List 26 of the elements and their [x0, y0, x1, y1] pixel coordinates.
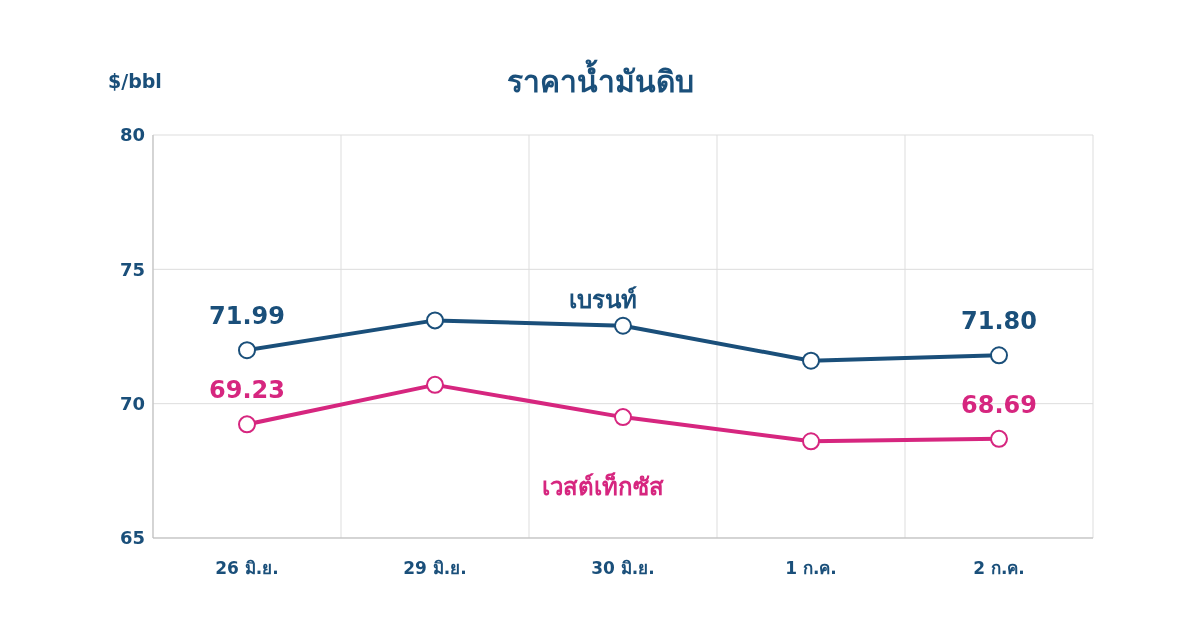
- y-tick-label: 70: [119, 393, 145, 415]
- point: [614, 316, 632, 335]
- x-tick-label: 2 ก.ค.: [973, 558, 1025, 579]
- y-axis-title: $/bbl: [108, 70, 162, 92]
- point: [990, 429, 1008, 448]
- point: [238, 341, 256, 360]
- y-tick-label: 80: [119, 124, 145, 146]
- data-label: 68.69: [961, 390, 1037, 419]
- x-tick-label: 26 มิ.ย.: [215, 558, 279, 579]
- point: [426, 311, 444, 330]
- point: [426, 375, 444, 394]
- point: [990, 346, 1008, 365]
- y-tick-label: 75: [119, 258, 145, 280]
- x-tick-label: 29 มิ.ย.: [403, 558, 467, 579]
- y-tick-label: 65: [119, 527, 145, 549]
- data-label: 69.23: [209, 376, 285, 405]
- point: [802, 351, 820, 370]
- x-tick-label: 1 ก.ค.: [785, 558, 837, 579]
- data-label: 71.99: [209, 302, 285, 331]
- series-label: เบรนท์: [569, 285, 637, 314]
- x-tick-label: 30 มิ.ย.: [591, 558, 655, 579]
- point: [238, 415, 256, 434]
- point: [802, 432, 820, 451]
- text: เวสต์เท็กซัส: [542, 472, 664, 502]
- data-label: 71.80: [961, 307, 1037, 336]
- point: [614, 408, 632, 427]
